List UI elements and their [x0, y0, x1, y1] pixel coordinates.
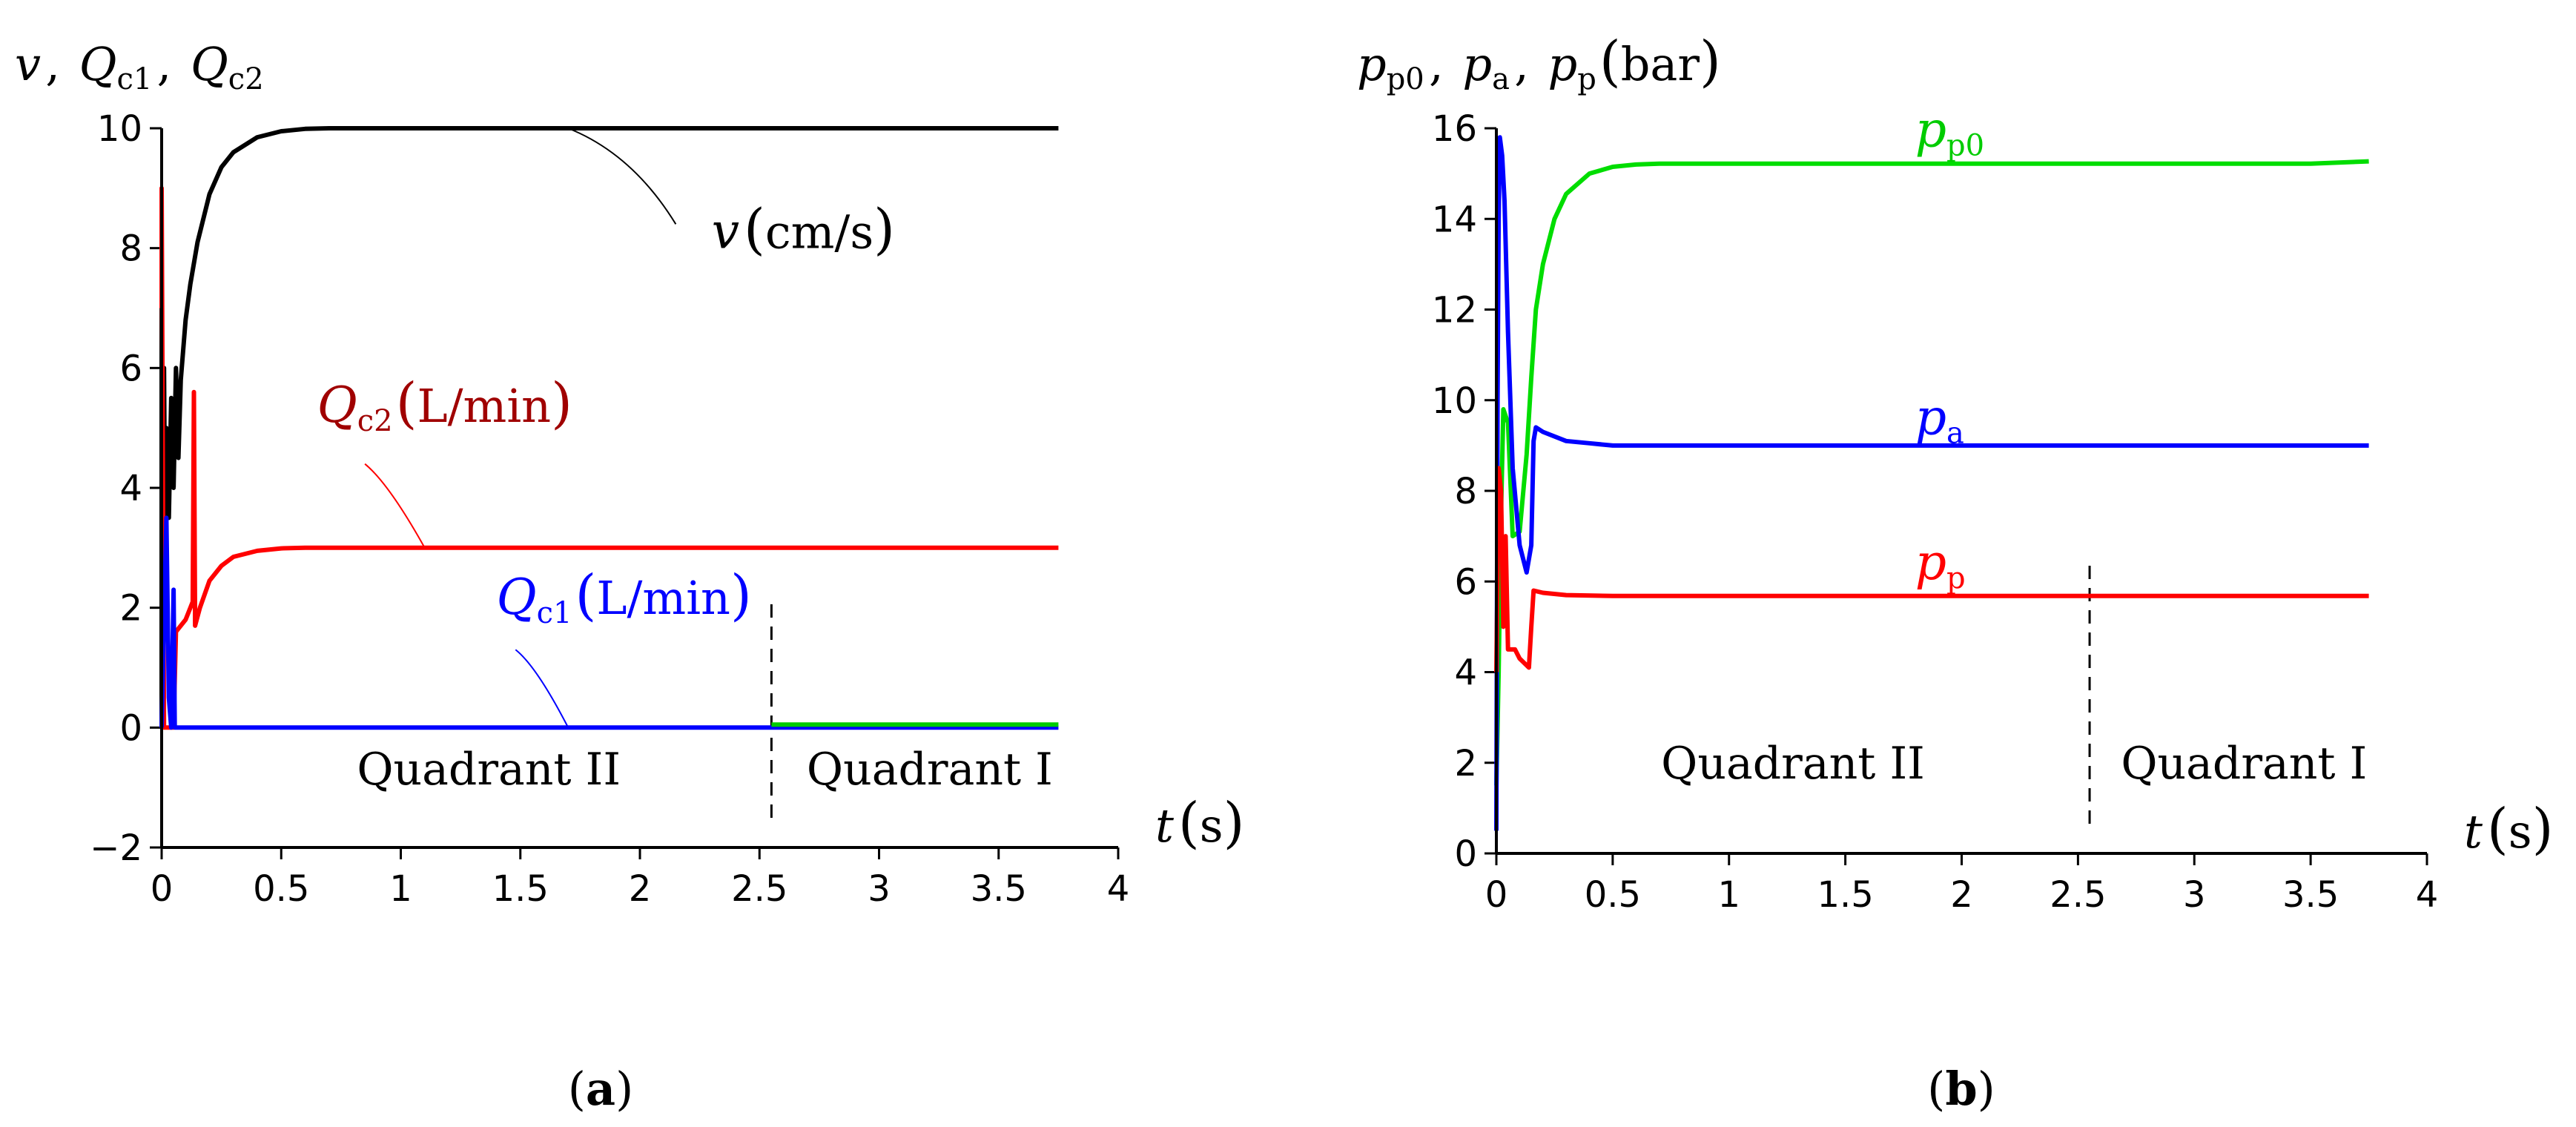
series-label-pp0: pp0 [1915, 101, 1984, 162]
chart-panel-a: v , Qc1 , Qc2 0 0.5 1 1.5 2 2.5 3 3.5 4−20246810… [15, 37, 1245, 1116]
x-tick-label: 1 [1717, 874, 1740, 916]
chart-panel-b: pp0 , pa , pp(bar) 0 0.5 1 1.5 2 2.5 3 3.5 4 0 2 4 6… [1357, 30, 2554, 1116]
series-label-qc2: Qc2(L/min) [317, 371, 572, 438]
y-tick-label: 2 [119, 588, 142, 629]
series-line [1494, 135, 2369, 831]
axes-a [160, 128, 1118, 849]
x-axis-label-a: t(s) [1155, 791, 1245, 855]
series-line [1494, 466, 2369, 672]
leader-line [515, 649, 569, 728]
x-tick-label: 2 [629, 868, 652, 910]
y-tick-label: 6 [119, 348, 142, 389]
x-tick-label: 1 [389, 868, 412, 910]
series-lines-b [1494, 135, 2369, 831]
x-tick-label: 1.5 [492, 868, 549, 910]
series-label-v: v(cm/s) [712, 198, 895, 262]
x-tick-label: 4 [1107, 868, 1130, 910]
series-line [159, 515, 1059, 730]
quadrant-label: Quadrant II [357, 744, 621, 796]
y-tick-label: 16 [1432, 108, 1477, 150]
series-line [159, 126, 1059, 728]
quadrant-regions-b: Quadrant II Quadrant I [1661, 557, 2367, 824]
quadrant-label: Quadrant I [2121, 738, 2367, 790]
y-tick-label: 0 [1454, 833, 1477, 875]
y-axis-label-a: v , Qc1 , Qc2 [15, 37, 264, 96]
y-tick-label: 0 [119, 707, 142, 749]
y-tick-label: 8 [119, 228, 142, 270]
y-tick-label: 4 [1454, 652, 1477, 694]
x-tick-label: 0 [1485, 874, 1508, 916]
y-tick-label: 2 [1454, 743, 1477, 784]
x-tick-label: 0.5 [253, 868, 309, 910]
panel-label-a: (a) [568, 1062, 634, 1116]
x-tick-label: 4 [2416, 874, 2439, 916]
leader-line [567, 128, 677, 225]
series-lines-a [159, 126, 1059, 730]
x-tick-label: 1.5 [1817, 874, 1873, 916]
x-tick-label: 3 [2183, 874, 2206, 916]
x-axis-label-b: t(s) [2464, 797, 2554, 861]
y-tick-label: 12 [1432, 290, 1477, 331]
y-tick-label: 10 [97, 108, 142, 150]
x-tick-label: 3.5 [971, 868, 1027, 910]
annotation-leaders-a [364, 128, 677, 728]
y-tick-label: 10 [1432, 380, 1477, 422]
leader-line [364, 463, 426, 549]
quadrant-label: Quadrant II [1661, 738, 1925, 790]
y-tick-label: 6 [1454, 561, 1477, 603]
series-label-qc1: Qc1(L/min) [497, 564, 752, 630]
y-tick-label: 4 [119, 468, 142, 509]
x-tick-label: 3 [868, 868, 891, 910]
x-tick-label: 2.5 [731, 868, 787, 910]
axis-ticks-b: 0 0.5 1 1.5 2 2.5 3 3.5 4 0 2 4 6 8 10 12 14 16 [1432, 108, 2438, 916]
axes-b [1495, 128, 2427, 855]
x-tick-label: 0 [151, 868, 174, 910]
series-label-pp: pp [1915, 534, 1966, 595]
y-axis-label-b: pp0 , pa , pp(bar) [1357, 30, 1721, 96]
x-tick-label: 2 [1950, 874, 1973, 916]
series-line [1494, 159, 2369, 786]
quadrant-regions-a: Quadrant II Quadrant I [357, 603, 1053, 818]
x-tick-label: 3.5 [2282, 874, 2339, 916]
quadrant-label: Quadrant I [807, 744, 1053, 796]
series-line [159, 185, 1059, 730]
panel-label-b: (b) [1927, 1062, 1995, 1116]
y-tick-label: 14 [1432, 199, 1477, 240]
series-label-pa: pa [1915, 389, 1964, 451]
x-tick-label: 2.5 [2050, 874, 2106, 916]
y-tick-label: −2 [90, 827, 142, 869]
y-tick-label: 8 [1454, 471, 1477, 512]
x-tick-label: 0.5 [1585, 874, 1641, 916]
